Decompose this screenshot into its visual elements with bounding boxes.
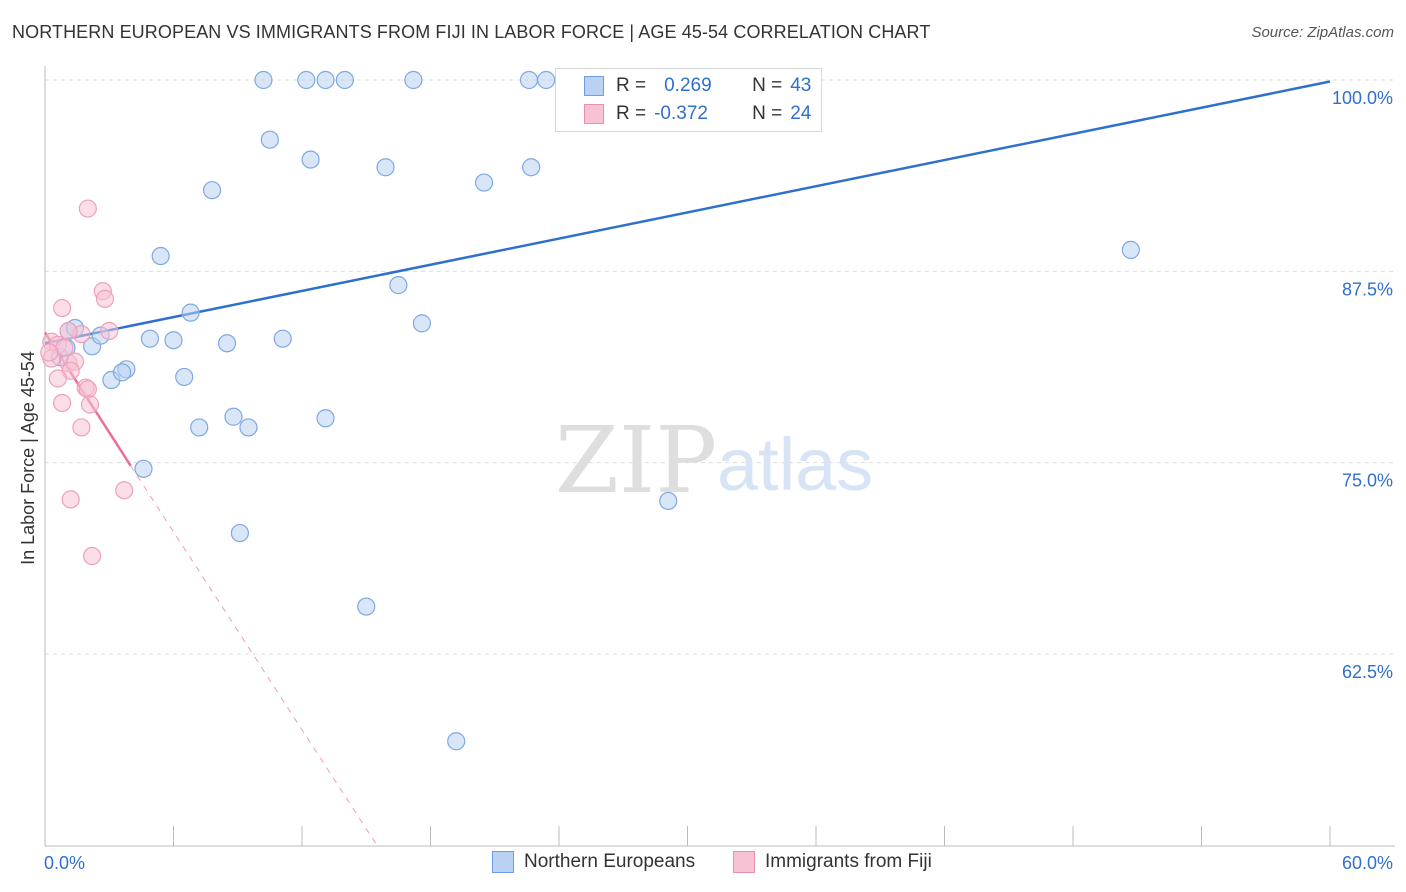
- legend-label: Northern Europeans: [524, 851, 696, 872]
- n-label: N =: [752, 75, 783, 96]
- northern-europeans-point: [181, 303, 200, 322]
- northern-europeans-point: [297, 70, 316, 90]
- fiji-point: [78, 380, 97, 399]
- y-tick-label: 75.0%: [1342, 471, 1393, 491]
- northern-europeans-point: [1121, 240, 1140, 260]
- northern-europeans-point: [239, 418, 258, 437]
- y-tick-label: 62.5%: [1342, 662, 1393, 682]
- fiji-point: [53, 298, 72, 318]
- n-value: 24: [790, 103, 812, 124]
- r-value: 0.269: [664, 75, 712, 96]
- pink-swatch-icon: [733, 851, 755, 873]
- fiji-point: [40, 343, 59, 362]
- r-value: -0.372: [654, 103, 708, 124]
- legend-northern-europeans[interactable]: Northern Europeans: [492, 851, 695, 873]
- northern-europeans-point: [254, 70, 273, 90]
- northern-europeans-point: [389, 276, 408, 295]
- northern-europeans-trend-line: [44, 80, 1331, 345]
- northern-europeans-point: [230, 523, 249, 543]
- northern-europeans-point: [164, 331, 183, 350]
- watermark: ZIP atlas: [555, 407, 873, 514]
- data-points: [40, 70, 1140, 751]
- x-tick-label: 60.0%: [1342, 853, 1393, 873]
- n-value: 43: [790, 75, 812, 96]
- y-tick-label: 100.0%: [1332, 88, 1393, 108]
- chart-title: NORTHERN EUROPEAN VS IMMIGRANTS FROM FIJ…: [12, 22, 931, 42]
- fiji-trend-extension: [130, 465, 378, 846]
- blue-swatch-icon: [584, 76, 604, 96]
- northern-europeans-point: [260, 130, 279, 149]
- legend-immigrants-from-fiji[interactable]: Immigrants from Fiji: [733, 851, 932, 873]
- fiji-point: [48, 369, 67, 388]
- fiji-point: [115, 481, 134, 500]
- tick-labels: 62.5% 75.0% 87.5% 100.0% 0.0% 60.0%: [44, 88, 1393, 873]
- y-axis-label: In Labor Force | Age 45-54: [18, 351, 38, 565]
- northern-europeans-point: [376, 158, 395, 177]
- gridlines: [45, 79, 1395, 655]
- fiji-point: [95, 289, 115, 308]
- northern-europeans-point: [301, 150, 320, 169]
- northern-europeans-point: [224, 407, 243, 426]
- correlation-legend: R = 0.269 N = 43 R = -0.372 N = 24: [555, 68, 822, 132]
- northern-europeans-point: [217, 334, 237, 353]
- fiji-point: [78, 199, 97, 218]
- y-tick-label: 87.5%: [1342, 279, 1393, 299]
- northern-europeans-point: [537, 70, 556, 90]
- northern-europeans-point: [474, 173, 494, 192]
- watermark-zip: ZIP: [555, 407, 717, 514]
- legend-row-fiji: R = -0.372 N = 24: [556, 99, 811, 129]
- northern-europeans-point: [175, 367, 194, 387]
- northern-europeans-point: [316, 70, 335, 90]
- fiji-point: [100, 321, 119, 341]
- northern-europeans-point: [335, 70, 354, 90]
- axes: [44, 66, 1395, 847]
- watermark-atlas: atlas: [717, 423, 873, 506]
- northern-europeans-point: [447, 732, 466, 751]
- pink-swatch-icon: [584, 104, 604, 124]
- fiji-point: [59, 321, 78, 341]
- northern-europeans-point: [659, 491, 678, 511]
- source-label: Source: ZipAtlas.com: [1251, 24, 1394, 41]
- r-label: R =: [616, 103, 647, 124]
- northern-europeans-point: [134, 459, 153, 478]
- fiji-point: [53, 393, 72, 413]
- n-label: N =: [752, 103, 783, 124]
- northern-europeans-point: [112, 363, 132, 382]
- fiji-point: [72, 418, 91, 437]
- x-tick-label: 0.0%: [44, 853, 85, 873]
- northern-europeans-point: [404, 70, 423, 90]
- northern-europeans-point: [151, 246, 170, 266]
- northern-europeans-point: [190, 418, 209, 437]
- fiji-point: [80, 395, 100, 414]
- fiji-point: [83, 546, 102, 566]
- northern-europeans-point: [519, 70, 539, 90]
- legend-label: Immigrants from Fiji: [765, 851, 932, 872]
- northern-europeans-point: [202, 181, 222, 200]
- r-label: R =: [616, 75, 647, 96]
- northern-europeans-point: [316, 409, 335, 428]
- fiji-point: [61, 490, 80, 509]
- northern-europeans-point: [273, 329, 292, 348]
- legend-row-northern-europeans: R = 0.269 N = 43: [556, 71, 811, 101]
- northern-europeans-point: [522, 158, 541, 177]
- northern-europeans-point: [412, 314, 432, 333]
- northern-europeans-point: [357, 597, 376, 616]
- blue-swatch-icon: [492, 851, 514, 873]
- northern-europeans-point: [140, 329, 160, 348]
